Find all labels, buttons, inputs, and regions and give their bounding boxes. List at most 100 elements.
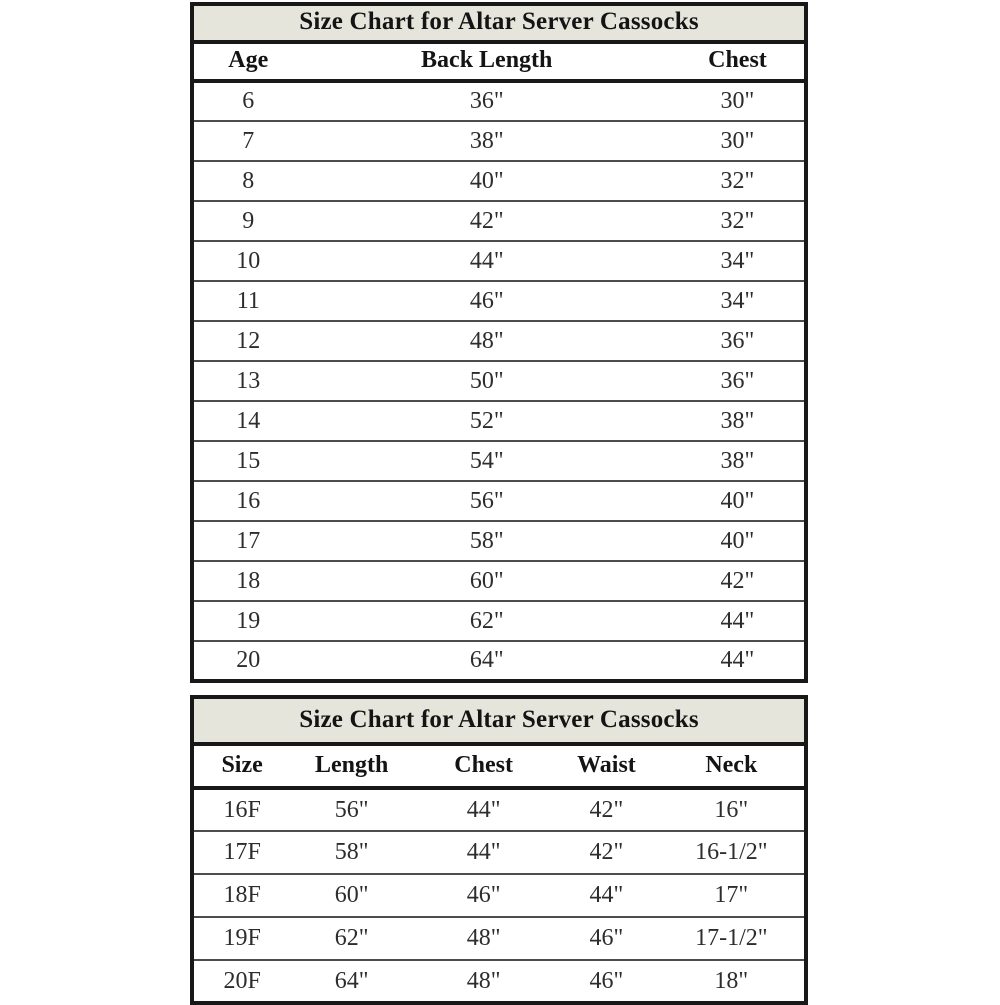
table-cell: 46" [554, 917, 659, 961]
table-cell: 44" [670, 601, 806, 642]
table-cell: 18" [714, 967, 749, 994]
table-cell: 32" [670, 161, 806, 202]
table-row: 19F 62" 48" 46" 17-1/2" [192, 917, 806, 961]
column-header: Length [290, 744, 414, 790]
adult-chart-body: 16F 56" 44" 42" 16" 17F 58" 44" 42" 16-1/2" 18F 60"… [192, 788, 806, 1003]
table-cell: 64" [334, 967, 369, 994]
table-cell: 46" [589, 967, 624, 994]
table-cell: 40" [302, 161, 671, 202]
table-cell: 58" [302, 521, 671, 562]
youth-size-chart-table: Size Chart for Altar Server Cassocks Age… [190, 2, 808, 683]
table-cell: 17" [658, 874, 806, 918]
adult-chart-title: Size Chart for Altar Server Cassocks [192, 697, 806, 746]
table-cell: 15 [192, 441, 303, 482]
table-cell: 17F [192, 831, 291, 875]
column-header: Size [192, 744, 291, 790]
table-row: 17 58" 40" [192, 521, 806, 562]
column-header: Waist [554, 744, 659, 790]
adult-size-chart-table: Size Chart for Altar Server Cassocks Siz… [190, 695, 808, 1005]
table-cell: 13 [192, 361, 303, 402]
table-cell: 17 [192, 521, 303, 562]
table-cell: 32" [670, 201, 806, 242]
table-row: 12 48" 36" [192, 321, 806, 362]
table-cell: 64" [469, 647, 504, 673]
table-cell: 19 [192, 601, 303, 642]
table-cell: 10 [192, 241, 303, 282]
table-cell: 20F [223, 967, 261, 994]
table-cell: 38" [670, 401, 806, 442]
size-charts-page: Size Chart for Altar Server Cassocks Age… [190, 2, 808, 1005]
column-header: Neck [658, 744, 806, 790]
table-row: 6 36" 30" [192, 81, 806, 122]
table-row: 16 56" 40" [192, 481, 806, 522]
table-cell: 50" [302, 361, 671, 402]
table-row: 16F 56" 44" 42" 16" [192, 788, 806, 832]
youth-chart-title-row: Size Chart for Altar Server Cassocks [192, 4, 806, 44]
table-cell: 8 [192, 161, 303, 202]
table-row: 18F 60" 46" 44" 17" [192, 874, 806, 918]
table-cell: 14 [192, 401, 303, 442]
table-cell: 56" [302, 481, 671, 522]
table-cell: 52" [302, 401, 671, 442]
table-cell: 60" [302, 561, 671, 602]
column-header: Age [192, 42, 303, 83]
table-cell: 18 [192, 561, 303, 602]
table-cell: 17-1/2" [658, 917, 806, 961]
table-cell: 7 [192, 121, 303, 162]
adult-chart-title-row: Size Chart for Altar Server Cassocks [192, 697, 806, 746]
table-cell: 44" [554, 874, 659, 918]
table-row: 10 44" 34" [192, 241, 806, 282]
table-cell: 54" [302, 441, 671, 482]
table-cell: 44" [720, 647, 755, 673]
table-cell: 11 [192, 281, 303, 322]
table-cell: 44" [302, 241, 671, 282]
table-cell: 48" [466, 967, 501, 994]
table-cell: 18F [192, 874, 291, 918]
table-cell: 42" [670, 561, 806, 602]
table-cell: 62" [302, 601, 671, 642]
table-cell: 34" [670, 241, 806, 282]
table-cell: 44" [413, 831, 555, 875]
table-cell: 16 [192, 481, 303, 522]
youth-chart-body: 6 36" 30" 7 38" 30" 8 40" 32" 9 42" 32" 10 44" 34" 11 46… [192, 81, 806, 681]
table-cell: 42" [554, 788, 659, 832]
table-cell: 38" [302, 121, 671, 162]
table-cell: 48" [413, 917, 555, 961]
table-row: 14 52" 38" [192, 401, 806, 442]
table-row: 9 42" 32" [192, 201, 806, 242]
table-cell: 20 [236, 647, 261, 673]
table-cell: 42" [554, 831, 659, 875]
table-cell: 36" [302, 81, 671, 122]
table-cell: 42" [302, 201, 671, 242]
column-header: Chest [670, 42, 806, 83]
table-row: 18 60" 42" [192, 561, 806, 602]
table-row: 19 62" 44" [192, 601, 806, 642]
table-cell: 56" [290, 788, 414, 832]
table-cell: 16F [192, 788, 291, 832]
table-cell: 16-1/2" [658, 831, 806, 875]
table-row: 15 54" 38" [192, 441, 806, 482]
table-cell: 36" [670, 361, 806, 402]
table-row: 7 38" 30" [192, 121, 806, 162]
table-row: 17F 58" 44" 42" 16-1/2" [192, 831, 806, 875]
table-cell: 30" [670, 81, 806, 122]
table-cell: 58" [290, 831, 414, 875]
table-cell: 19F [192, 917, 291, 961]
table-cell: 46" [413, 874, 555, 918]
table-cell: 12 [192, 321, 303, 362]
table-cell: 30" [670, 121, 806, 162]
adult-chart-header-row: Size Length Chest Waist Neck [192, 744, 806, 790]
table-cell: 36" [670, 321, 806, 362]
table-cell: 16" [658, 788, 806, 832]
column-header: Chest [413, 744, 555, 790]
table-row: 20F 64" 48" 46" 18" [192, 960, 806, 1003]
table-cell: 48" [302, 321, 671, 362]
table-row: 20 64" 44" [192, 641, 806, 681]
table-cell: 60" [290, 874, 414, 918]
table-cell: 34" [670, 281, 806, 322]
youth-chart-title: Size Chart for Altar Server Cassocks [192, 4, 806, 44]
column-header: Back Length [302, 42, 671, 83]
table-cell: 40" [670, 481, 806, 522]
table-cell: 62" [290, 917, 414, 961]
table-cell: 38" [670, 441, 806, 482]
